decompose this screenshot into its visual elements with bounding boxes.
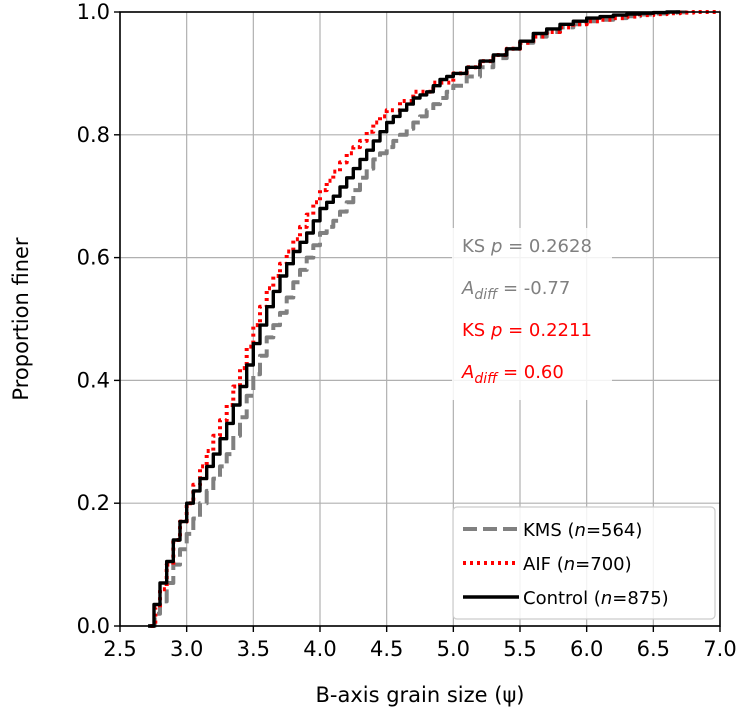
plot-frame: [119, 11, 721, 627]
y-tick-label: 0.2: [77, 491, 110, 515]
x-tick-label: 4.0: [303, 637, 336, 661]
legend-n-value: =564): [586, 520, 642, 541]
legend-label: Control (n=875): [523, 588, 669, 609]
y-tick-label: 0.6: [77, 246, 110, 270]
annotation-variable: A: [461, 278, 474, 299]
legend-n-value: =700): [575, 554, 631, 575]
y-axis-label: Proportion finer: [9, 237, 33, 400]
x-tick-label: 4.5: [370, 637, 403, 661]
x-tick-label: 3.5: [237, 637, 270, 661]
annotation-value: = -0.77: [497, 278, 570, 299]
y-tick-label: 0.4: [77, 368, 110, 392]
annotation-subscript: diff: [474, 371, 499, 387]
x-tick-label: 7.0: [703, 637, 736, 661]
annotation-prefix: KS: [462, 320, 491, 341]
annotation-subscript: diff: [474, 287, 499, 303]
stat-annotation: KS p = 0.2211: [462, 320, 592, 341]
series-line-kms: [149, 10, 689, 628]
x-tick-label: 2.5: [103, 637, 136, 661]
stats-annotations: KS p = 0.2628 Adiff = -0.77 KS p = 0.2211 A…: [452, 228, 612, 400]
annotation-prefix: KS: [462, 236, 491, 257]
annotation-variable: p: [490, 236, 502, 257]
x-tick-label: 5.0: [437, 637, 470, 661]
legend-n-symbol: n: [575, 520, 586, 541]
legend-series-name: AIF (: [523, 554, 564, 575]
legend: KMS (n=564)AIF (n=700)Control (n=875): [452, 506, 716, 620]
legend-n-symbol: n: [564, 554, 575, 575]
annotation-variable: A: [461, 362, 474, 383]
series-layer: [148, 10, 720, 628]
annotation-box: [452, 228, 612, 400]
x-tick-label: 6.0: [570, 637, 603, 661]
legend-frame: [452, 506, 716, 620]
legend-label: KMS (n=564): [523, 520, 642, 541]
annotation-value: = 0.2211: [502, 320, 592, 341]
annotation-value: = 0.2628: [502, 236, 592, 257]
stat-annotation: KS p = 0.2628: [462, 236, 592, 257]
legend-n-symbol: n: [601, 588, 612, 609]
stat-annotation: Adiff = 0.60: [461, 362, 564, 387]
stat-annotation: Adiff = -0.77: [461, 278, 570, 303]
annotation-variable: p: [490, 320, 502, 341]
legend-label: AIF (n=700): [523, 554, 632, 575]
y-tick-label: 0.0: [77, 614, 110, 638]
annotation-value: = 0.60: [497, 362, 564, 383]
x-axis-label: B-axis grain size (ψ): [315, 683, 524, 707]
legend-n-value: =875): [612, 588, 668, 609]
legend-series-name: Control (: [523, 588, 601, 609]
y-tick-label: 0.8: [77, 123, 110, 147]
x-tick-label: 3.0: [170, 637, 203, 661]
x-tick-label: 6.5: [637, 637, 670, 661]
y-tick-label: 1.0: [77, 0, 110, 24]
y-ticks: 0.0 0.2 0.4 0.6 0.8 1.0: [77, 0, 120, 638]
x-tick-label: 5.5: [503, 637, 536, 661]
legend-series-name: KMS (: [523, 520, 575, 541]
x-ticks: 2.5 3.0 3.5 4.0 4.5 5.0 5.5 6.0 6.5 7.0: [103, 626, 737, 661]
series-line-aif: [150, 10, 720, 628]
series-line-control: [148, 10, 680, 628]
